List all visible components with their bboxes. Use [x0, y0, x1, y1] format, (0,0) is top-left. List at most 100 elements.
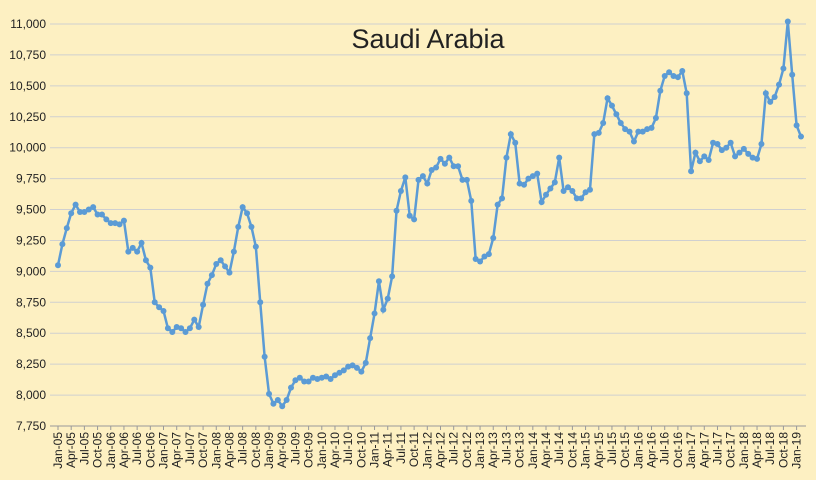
point — [68, 210, 75, 217]
point — [754, 155, 761, 162]
point — [222, 263, 229, 270]
point — [657, 87, 664, 94]
x-tick-label: Jul-18 — [763, 432, 777, 465]
point — [463, 176, 470, 183]
point — [494, 201, 501, 208]
point — [635, 128, 642, 135]
point — [630, 138, 637, 145]
x-tick-label: Jul-14 — [552, 432, 566, 465]
point — [393, 207, 400, 214]
point — [397, 187, 404, 194]
point — [371, 310, 378, 317]
point — [481, 253, 488, 260]
point — [582, 189, 589, 196]
point — [564, 184, 571, 191]
point — [90, 204, 97, 211]
x-tick-label: Apr-15 — [592, 432, 606, 468]
point — [406, 212, 413, 219]
x-tick-label: Apr-12 — [433, 432, 447, 468]
point — [301, 378, 308, 385]
point — [661, 72, 668, 79]
point — [679, 68, 686, 75]
x-tick-label: Apr-07 — [170, 432, 184, 468]
x-tick-label: Jul-09 — [288, 432, 302, 465]
point — [762, 90, 769, 97]
x-tick-label: Jul-17 — [710, 432, 724, 465]
y-tick-label: 7,750 — [16, 419, 46, 433]
point — [705, 157, 712, 164]
point — [428, 166, 435, 173]
y-tick-label: 8,000 — [16, 388, 46, 402]
x-tick-label: Jan-17 — [684, 432, 698, 469]
point — [178, 325, 185, 332]
x-tick-label: Jan-05 — [51, 432, 65, 469]
point — [701, 153, 708, 160]
point — [767, 98, 774, 105]
point — [626, 128, 633, 135]
point — [586, 186, 593, 193]
point — [793, 122, 800, 129]
x-tick-label: Oct-15 — [618, 432, 632, 468]
point — [76, 209, 83, 216]
x-tick-label: Oct-18 — [776, 432, 790, 468]
point — [600, 119, 607, 126]
point — [718, 147, 725, 154]
point — [239, 204, 246, 211]
point — [367, 335, 374, 342]
x-tick-label: Oct-14 — [565, 432, 579, 468]
point — [362, 359, 369, 366]
point — [736, 149, 743, 156]
x-tick-label: Apr-06 — [117, 432, 131, 468]
x-tick-label: Jan-13 — [473, 432, 487, 469]
point — [477, 258, 484, 265]
x-tick-label: Oct-12 — [460, 432, 474, 468]
point — [107, 220, 114, 227]
point — [134, 248, 141, 255]
point — [195, 324, 202, 331]
point — [595, 129, 602, 136]
point — [784, 18, 791, 25]
x-tick-label: Oct-06 — [143, 432, 157, 468]
x-tick-label: Jul-07 — [183, 432, 197, 465]
x-tick-label: Jan-14 — [526, 432, 540, 469]
point — [235, 223, 242, 230]
x-tick-label: Jan-08 — [209, 432, 223, 469]
point — [331, 372, 338, 379]
point — [441, 160, 448, 167]
point — [244, 210, 251, 217]
x-tick-label: Jul-11 — [394, 432, 408, 464]
x-tick-label: Jul-16 — [658, 432, 672, 465]
point — [714, 140, 721, 147]
point — [560, 187, 567, 194]
x-tick-label: Apr-11 — [381, 432, 395, 467]
point — [85, 206, 92, 213]
y-tick-label: 10,750 — [9, 48, 46, 62]
point — [94, 211, 101, 218]
x-tick-label: Jul-12 — [447, 432, 461, 465]
point — [98, 211, 105, 218]
point — [279, 403, 286, 410]
point — [740, 145, 747, 152]
point — [296, 374, 303, 381]
point — [666, 69, 673, 76]
x-tick-label: Jul-06 — [130, 432, 144, 465]
point — [507, 131, 514, 138]
x-tick-label: Jan-18 — [737, 432, 751, 469]
point — [485, 251, 492, 258]
point — [129, 244, 136, 251]
x-tick-label: Jan-19 — [790, 432, 804, 469]
point — [138, 239, 145, 246]
point — [551, 179, 558, 186]
x-tick-label: Jan-11 — [368, 432, 382, 468]
point — [569, 187, 576, 194]
point — [543, 191, 550, 198]
x-tick-label: Jan-12 — [420, 432, 434, 469]
point — [688, 168, 695, 175]
y-tick-label: 9,500 — [16, 203, 46, 217]
point — [55, 262, 61, 269]
point — [674, 74, 681, 81]
point — [327, 375, 334, 382]
point — [696, 158, 703, 165]
point — [288, 384, 295, 391]
x-tick-label: Apr-08 — [222, 432, 236, 468]
